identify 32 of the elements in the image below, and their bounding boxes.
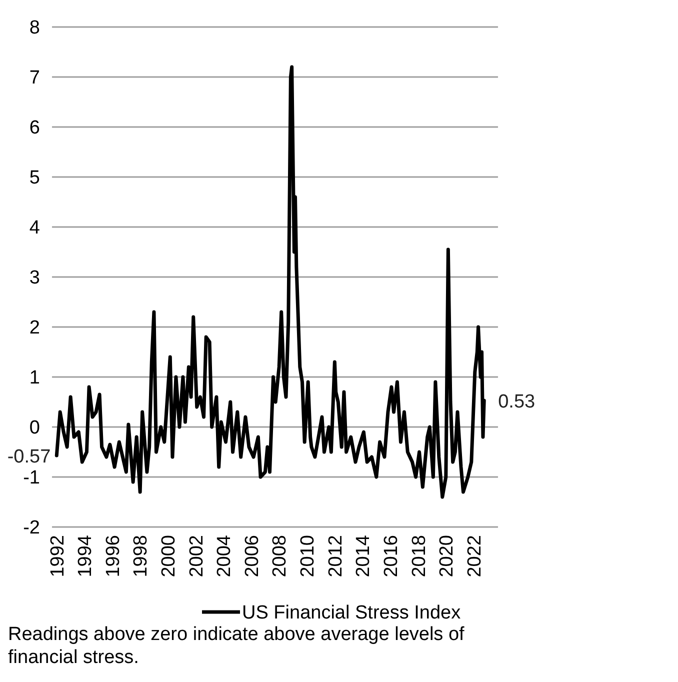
x-tick-label: 2000 (158, 535, 180, 578)
x-tick-label: 1994 (75, 534, 96, 578)
x-tick-label: 2006 (242, 535, 263, 578)
y-tick-label: 0 (29, 418, 40, 439)
y-tick-label: 2 (29, 318, 40, 339)
x-tick-label: 2010 (298, 535, 319, 578)
y-tick-label: 4 (29, 218, 40, 239)
x-tick-label: 1998 (130, 535, 152, 578)
x-tick-label: 2014 (353, 534, 374, 578)
text: Readings above zero indicate above average levels of financial stress. (8, 624, 466, 668)
x-tick-label: 2020 (436, 535, 458, 578)
x-tick-label: 2004 (214, 534, 236, 578)
legend-label: US Financial Stress Index (242, 602, 462, 624)
x-tick-label: 2012 (325, 535, 346, 578)
y-tick-label: 6 (29, 118, 40, 139)
y-tick-label: 5 (29, 168, 40, 189)
y-tick-label: -2 (23, 518, 40, 539)
y-tick-label: 7 (29, 68, 40, 89)
y-tick-label: 3 (29, 268, 40, 289)
y-tick-label: 8 (29, 18, 40, 39)
data-label: 0.53 (498, 392, 536, 412)
x-tick-label: 2016 (380, 535, 402, 578)
x-tick-label: 2022 (464, 535, 486, 578)
x-tick-label: 2002 (186, 535, 208, 578)
x-tick-label: 2008 (270, 535, 291, 578)
x-tick-label: 2018 (408, 535, 430, 578)
x-tick-label: 1996 (102, 535, 124, 578)
data-label: -0.57 (7, 446, 51, 468)
y-tick-label: -1 (23, 468, 40, 489)
line-series (54, 65, 486, 499)
y-tick-label: 1 (29, 368, 40, 389)
x-tick-label: 1992 (47, 535, 68, 578)
